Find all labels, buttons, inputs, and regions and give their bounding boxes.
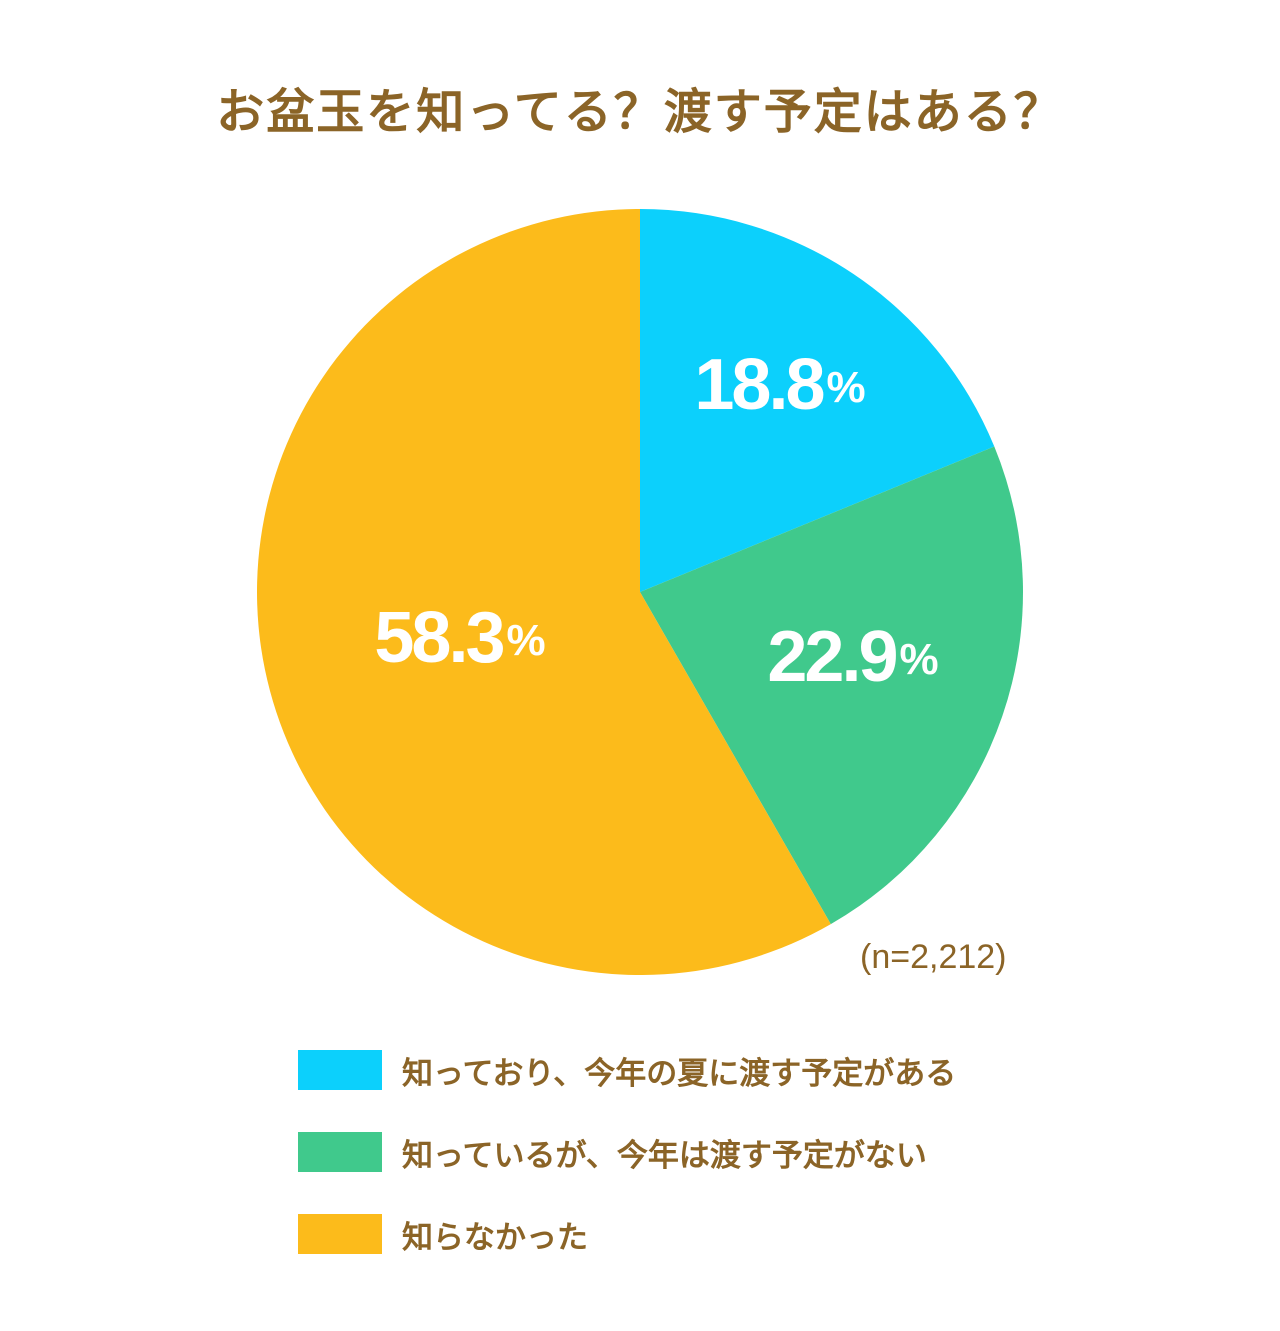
legend-item-3: 知らなかった — [298, 1214, 956, 1256]
pie-labels: 18.8% 22.9% 58.3% — [374, 345, 938, 697]
legend-item-2: 知っているが、今年は渡す予定がない — [298, 1132, 956, 1174]
chart-title: お盆玉を知ってる？渡す予定はある？ — [216, 84, 1064, 140]
legend-label-1: 知っており、今年の夏に渡す予定がある — [402, 1055, 957, 1092]
legend-label-2: 知っているが、今年は渡す予定がない — [402, 1137, 927, 1174]
legend-item-1: 知っており、今年の夏に渡す予定がある — [298, 1050, 957, 1092]
pie-slices — [256, 209, 1023, 976]
legend-swatch-1 — [298, 1050, 382, 1090]
slice-label-2: 22.9% — [767, 617, 938, 697]
slice-label-3: 58.3% — [374, 598, 545, 678]
legend: 知っており、今年の夏に渡す予定がある 知っているが、今年は渡す予定がない 知らな… — [298, 1050, 956, 1296]
legend-swatch-2 — [298, 1132, 382, 1172]
legend-label-3: 知らなかった — [402, 1219, 588, 1256]
slice-label-1: 18.8% — [694, 345, 865, 425]
pie-slice-3 — [256, 209, 831, 976]
pie-slice-2 — [640, 446, 1023, 925]
pie-slice-1 — [640, 209, 995, 592]
sample-size-note: (n=2,212) — [860, 938, 1007, 976]
legend-swatch-3 — [298, 1214, 382, 1254]
